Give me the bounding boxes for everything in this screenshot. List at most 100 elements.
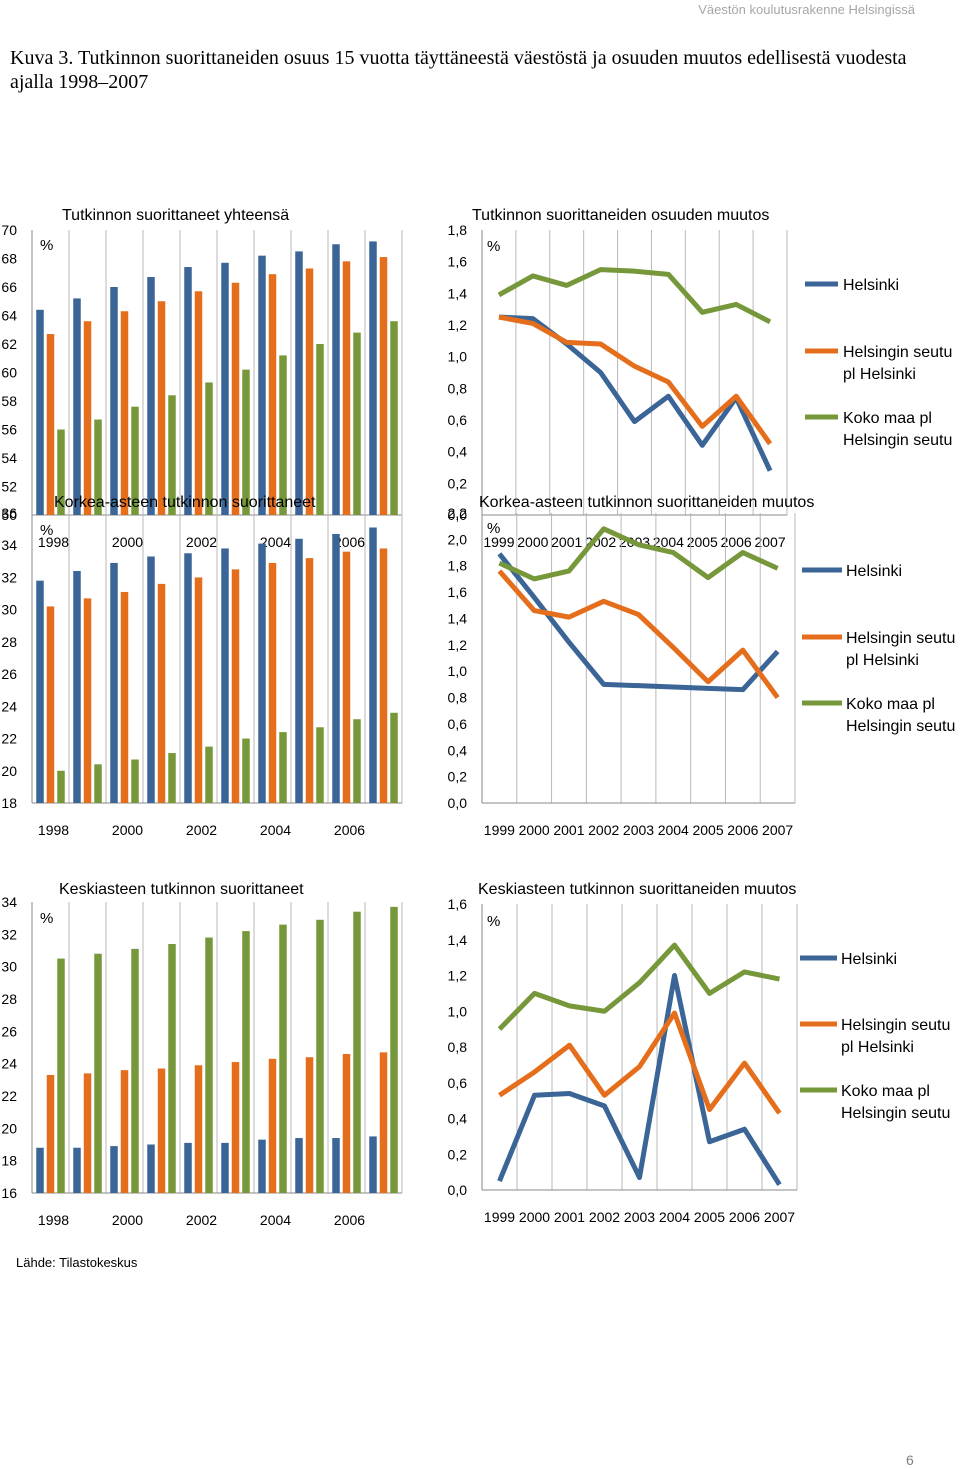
bar-koko-maa-pl-helsingin-seutu-2006 bbox=[353, 332, 361, 515]
page-header: Väestön koulutusrakenne Helsingissä bbox=[698, 2, 915, 17]
legend-label: Helsingin seutu bbox=[843, 432, 952, 449]
bar-helsinki-2002 bbox=[184, 267, 192, 515]
y-tick-label: 64 bbox=[1, 308, 17, 324]
bar-helsingin-seutu-pl-helsinki-2002 bbox=[194, 1065, 203, 1193]
y-tick-label: 30 bbox=[1, 602, 17, 618]
series-line-koko-maa-pl-helsingin-seutu bbox=[497, 942, 781, 1031]
bar-koko-maa-pl-helsingin-seutu-2007 bbox=[390, 712, 398, 803]
bar-helsingin-seutu-pl-helsinki-2003 bbox=[231, 1062, 240, 1193]
bar-helsinki-2000 bbox=[110, 562, 118, 803]
bar-helsinki-2000 bbox=[110, 287, 118, 515]
figure-title: Kuva 3. Tutkinnon suorittaneiden osuus 1… bbox=[10, 47, 907, 93]
bar-helsinki-1999 bbox=[73, 298, 81, 515]
bar-koko-maa-pl-helsingin-seutu-1999 bbox=[94, 953, 102, 1193]
bar-helsingin-seutu-pl-helsinki-1999 bbox=[83, 598, 92, 803]
y-tick-label: 58 bbox=[1, 393, 17, 409]
y-tick-label: 1,0 bbox=[448, 663, 468, 679]
y-tick-label: 1,6 bbox=[448, 254, 468, 270]
legend-label: Helsinki bbox=[841, 951, 897, 968]
series-line-koko-maa-pl-helsingin-seutu bbox=[498, 526, 779, 582]
chart-total-change-line: 0,0 0,2 0,4 0,6 0,8 1,0 1,2 1,4 1,6 1,8Tutkinnon … bbox=[448, 207, 953, 550]
y-tick-label: 0,8 bbox=[448, 1039, 468, 1055]
x-tick-label: 2006 bbox=[334, 534, 365, 550]
y-tick-label: 22 bbox=[1, 731, 17, 747]
bar-helsinki-2006 bbox=[332, 1138, 340, 1193]
bar-helsinki-1998 bbox=[36, 580, 44, 803]
bar-koko-maa-pl-helsingin-seutu-2006 bbox=[353, 911, 361, 1193]
bar-helsinki-2007 bbox=[369, 241, 377, 515]
bar-helsingin-seutu-pl-helsinki-2006 bbox=[342, 261, 351, 515]
bar-helsingin-seutu-pl-helsinki-2001 bbox=[157, 583, 166, 803]
bar-helsingin-seutu-pl-helsinki-2000 bbox=[120, 591, 129, 803]
chart-tertiary-change-line: 0,0 0,2 0,4 0,6 0,8 1,0 1,2 1,4 1,6 1,8 2,0 2,2 Kork… bbox=[448, 494, 956, 838]
series-line-helsingin-seutu-pl-helsinki bbox=[498, 314, 773, 446]
y-tick-label: 1,0 bbox=[448, 349, 468, 365]
y-tick-label: 54 bbox=[1, 450, 17, 466]
bar-helsinki-2007 bbox=[369, 1136, 377, 1193]
x-tick-label: 2000 bbox=[517, 534, 548, 550]
y-tick-label: 1,6 bbox=[448, 584, 468, 600]
y-tick-label: 0,2 bbox=[448, 475, 468, 491]
bar-helsingin-seutu-pl-helsinki-2005 bbox=[305, 268, 314, 515]
series-line-helsinki bbox=[497, 552, 780, 693]
bar-helsingin-seutu-pl-helsinki-2000 bbox=[120, 1070, 129, 1193]
bar-koko-maa-pl-helsingin-seutu-2001 bbox=[168, 944, 176, 1193]
x-tick-label: 2001 bbox=[551, 534, 582, 550]
bar-helsingin-seutu-pl-helsinki-1999 bbox=[83, 321, 92, 515]
legend-label: Koko maa pl bbox=[843, 410, 932, 427]
y-tick-label: 0,4 bbox=[448, 1111, 468, 1127]
y-tick-label: 0,6 bbox=[448, 412, 468, 428]
series-line-helsinki bbox=[497, 973, 782, 1186]
legend-label: Helsingin seutu bbox=[846, 630, 955, 647]
x-tick-label: 2005 bbox=[687, 534, 718, 550]
bar-koko-maa-pl-helsingin-seutu-2004 bbox=[279, 355, 287, 515]
y-tick-label: 2,0 bbox=[448, 531, 468, 547]
y-tick-label: 26 bbox=[1, 666, 17, 682]
y-tick-label: 0,0 bbox=[448, 795, 468, 811]
bar-koko-maa-pl-helsingin-seutu-2002 bbox=[205, 746, 213, 803]
bar-helsingin-seutu-pl-helsinki-2005 bbox=[305, 558, 314, 803]
x-tick-label: 2003 bbox=[623, 822, 654, 838]
x-tick-label: 2004 bbox=[659, 1209, 690, 1225]
bar-helsingin-seutu-pl-helsinki-2004 bbox=[268, 274, 277, 515]
legend-label: pl Helsinki bbox=[846, 652, 919, 669]
y-tick-label: 36 bbox=[1, 505, 17, 521]
y-tick-label: 0,8 bbox=[448, 690, 468, 706]
bar-helsinki-2001 bbox=[147, 277, 155, 515]
legend-label: Koko maa pl bbox=[846, 696, 935, 713]
x-tick-label: 1998 bbox=[38, 822, 69, 838]
legend-label: pl Helsinki bbox=[843, 366, 916, 383]
y-tick-label: 20 bbox=[1, 763, 17, 779]
y-tick-label: 56 bbox=[1, 422, 17, 438]
y-tick-label: 30 bbox=[1, 959, 17, 975]
x-tick-label: 1998 bbox=[38, 1212, 69, 1228]
bar-helsinki-2003 bbox=[221, 548, 229, 803]
legend-label: Helsinki bbox=[843, 277, 899, 294]
bar-helsinki-2007 bbox=[369, 527, 377, 803]
bar-helsingin-seutu-pl-helsinki-2002 bbox=[194, 291, 203, 515]
y-tick-label: 0,6 bbox=[448, 1075, 468, 1091]
y-tick-label: 1,2 bbox=[448, 637, 468, 653]
y-tick-label: 16 bbox=[1, 1185, 17, 1201]
x-tick-label: 2002 bbox=[186, 534, 217, 550]
bar-koko-maa-pl-helsingin-seutu-2002 bbox=[205, 937, 213, 1193]
bar-helsingin-seutu-pl-helsinki-2002 bbox=[194, 577, 203, 803]
bar-helsinki-2002 bbox=[184, 1142, 192, 1193]
y-tick-label: 18 bbox=[1, 1153, 17, 1169]
bar-koko-maa-pl-helsingin-seutu-2005 bbox=[316, 919, 324, 1193]
bar-helsingin-seutu-pl-helsinki-2004 bbox=[268, 562, 277, 803]
chart-title: Keskiasteen tutkinnon suorittaneiden muu… bbox=[478, 881, 796, 898]
y-tick-label: 68 bbox=[1, 251, 17, 267]
bar-koko-maa-pl-helsingin-seutu-2000 bbox=[131, 948, 139, 1193]
y-tick-label: 0,8 bbox=[448, 380, 468, 396]
x-tick-label: 2004 bbox=[658, 822, 689, 838]
bar-helsinki-2004 bbox=[258, 543, 266, 803]
x-tick-label: 2007 bbox=[762, 822, 793, 838]
bar-helsingin-seutu-pl-helsinki-1998 bbox=[46, 334, 55, 515]
x-tick-label: 1999 bbox=[484, 1209, 515, 1225]
x-tick-label: 2002 bbox=[585, 534, 616, 550]
bar-helsinki-2000 bbox=[110, 1146, 118, 1193]
x-tick-label: 2006 bbox=[727, 822, 758, 838]
y-tick-label: 1,2 bbox=[448, 968, 468, 984]
bar-helsinki-2003 bbox=[221, 262, 229, 515]
